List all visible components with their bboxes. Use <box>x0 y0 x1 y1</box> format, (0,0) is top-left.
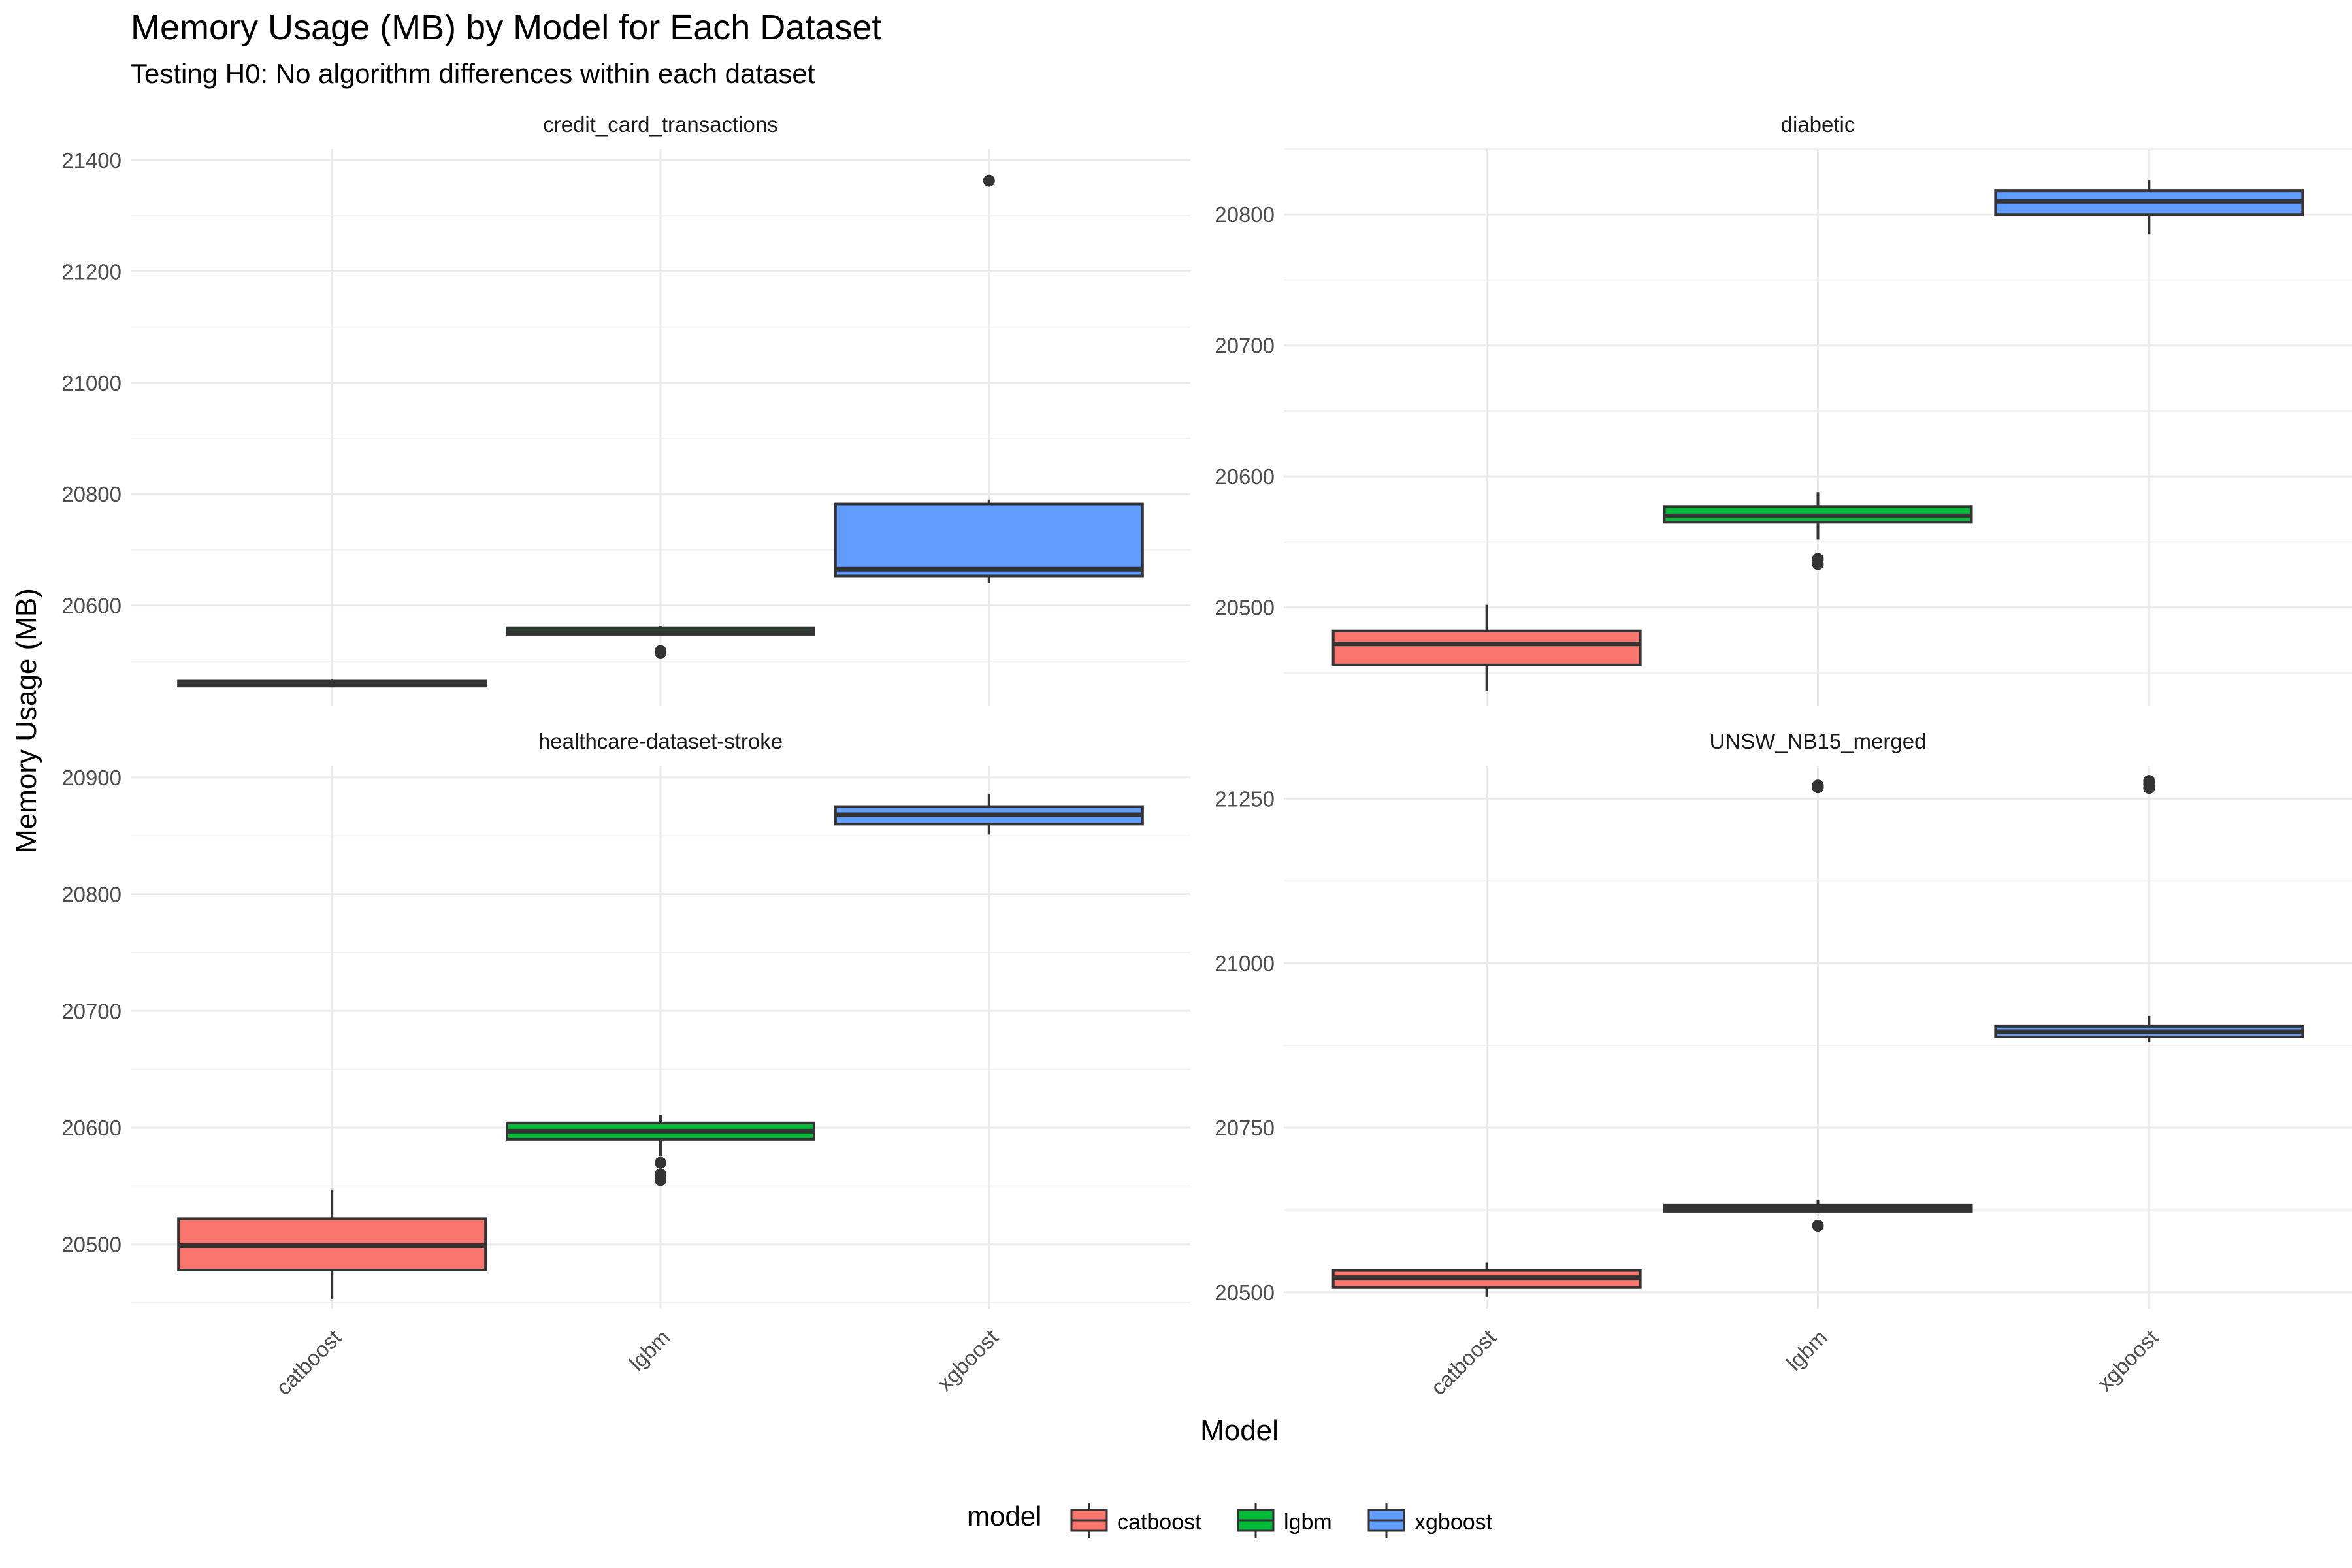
y-tick-label: 20500 <box>1215 1281 1275 1305</box>
box-xgboost <box>1994 180 2304 235</box>
y-tick-label: 20700 <box>61 999 122 1023</box>
box-catboost <box>1331 604 1642 691</box>
y-tick-label: 21400 <box>61 148 122 172</box>
y-tick-label: 20900 <box>61 766 122 790</box>
y-tick-label: 20500 <box>1215 596 1275 620</box>
facet-panels: 20600 20800 21000 21200 21400 credit_card_tra… <box>61 112 2352 1399</box>
legend-item-lgbm: lgbm <box>1237 1503 1332 1538</box>
y-tick-label: 20600 <box>61 594 122 618</box>
box-xgboost <box>834 793 1144 835</box>
box-lgbm <box>1663 492 1973 570</box>
facet-label: diabetic <box>1781 112 1855 137</box>
facet-label: UNSW_NB15_merged <box>1710 729 1927 753</box>
y-tick-label: 20600 <box>1215 465 1275 489</box>
chart-subtitle: Testing H0: No algorithm differences wit… <box>131 58 815 89</box>
y-tick-label: 20500 <box>61 1233 122 1257</box>
outlier-point <box>655 1156 666 1169</box>
box-iqr <box>1331 629 1642 666</box>
box-lgbm <box>1663 779 1973 1232</box>
y-tick-label: 21000 <box>61 371 122 395</box>
outlier-point <box>2143 775 2155 787</box>
box-catboost <box>177 679 487 688</box>
legend-label: xgboost <box>1414 1510 1493 1535</box>
y-tick-label: 21200 <box>61 259 122 284</box>
outlier-point <box>1812 779 1824 792</box>
outlier-point <box>1812 1220 1824 1232</box>
y-tick-label: 20800 <box>61 883 122 907</box>
y-tick-label: 21000 <box>1215 951 1275 975</box>
box-lgbm <box>506 626 815 659</box>
facet-label: credit_card_transactions <box>543 112 778 137</box>
box-lgbm <box>506 1115 815 1186</box>
y-tick-label: 20800 <box>61 482 122 506</box>
legend-label: catboost <box>1117 1510 1201 1535</box>
y-tick-label: 20700 <box>1215 334 1275 358</box>
outlier-point <box>655 1168 666 1181</box>
box-xgboost <box>1994 775 2304 1043</box>
legend: model catboost lgbm xgboost <box>967 1501 1493 1538</box>
legend-item-catboost: catboost <box>1070 1503 1201 1538</box>
outlier-point <box>655 645 666 657</box>
legend-title: model <box>967 1501 1041 1531</box>
box-xgboost <box>834 174 1144 583</box>
outlier-point <box>983 174 995 187</box>
chart-title: Memory Usage (MB) by Model for Each Data… <box>131 8 881 47</box>
outlier-point <box>1812 553 1824 565</box>
legend-label: lgbm <box>1284 1510 1332 1535</box>
box-catboost <box>177 1189 487 1299</box>
facet-label: healthcare-dataset-stroke <box>538 729 783 753</box>
box-catboost <box>1331 1262 1642 1297</box>
y-tick-label: 20800 <box>1215 203 1275 227</box>
x-axis-title: Model <box>1200 1414 1279 1446</box>
legend-item-xgboost: xgboost <box>1367 1503 1493 1538</box>
y-tick-label: 20600 <box>61 1116 122 1140</box>
facet-panel-credit-card-transactions: 20600 20800 21000 21200 21400 credit_card_tra… <box>61 112 1190 706</box>
y-tick-label: 21250 <box>1215 787 1275 811</box>
box-iqr <box>834 502 1144 578</box>
y-tick-label: 20750 <box>1215 1116 1275 1140</box>
facet-panel-diabetic: 20500 20600 20700 20800 diabetic <box>1215 112 2352 706</box>
y-axis-title: Memory Usage (MB) <box>10 588 42 853</box>
